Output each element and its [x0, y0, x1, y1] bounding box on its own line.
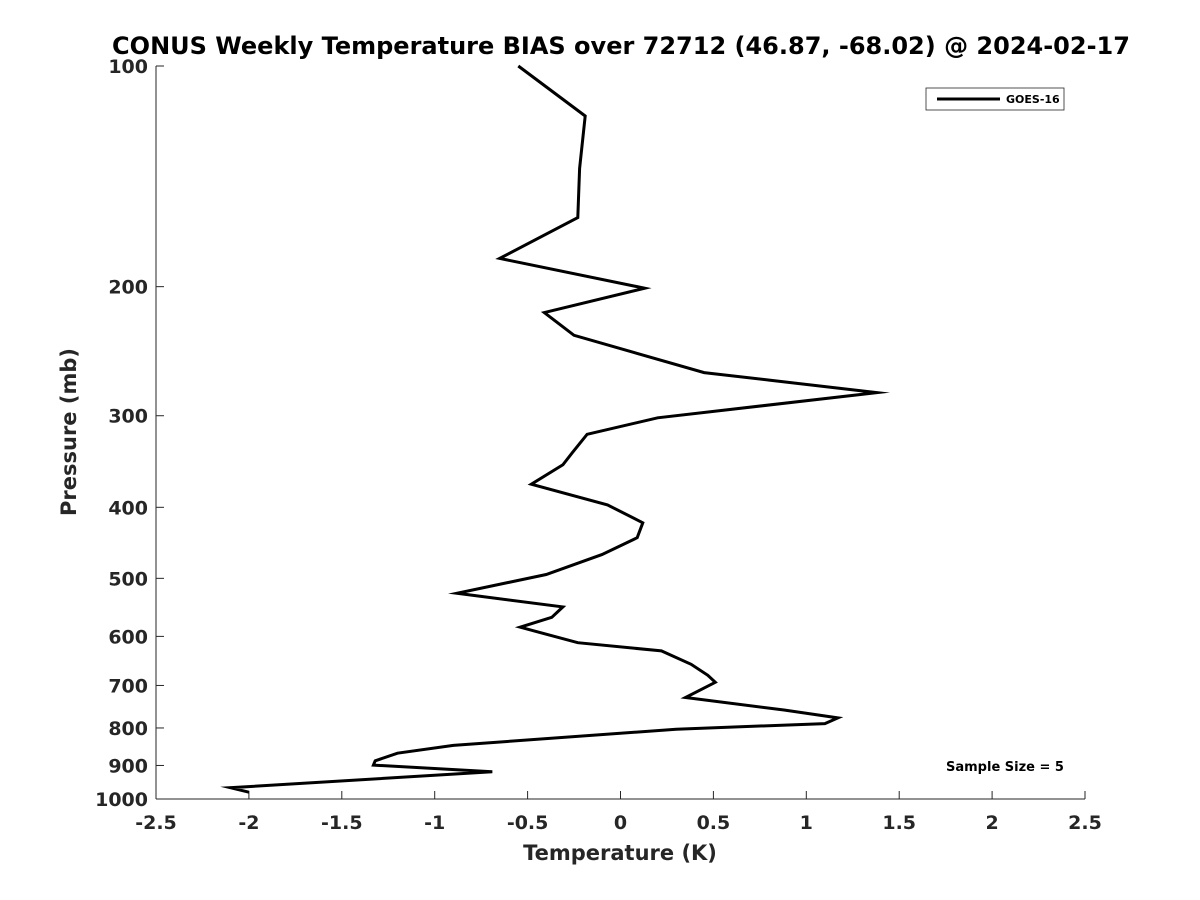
y-tick-label: 300 [108, 406, 148, 428]
legend-entry-goes-16: GOES-16 [1006, 93, 1060, 106]
series-layer [220, 64, 890, 794]
x-tick-label: -1.5 [321, 812, 363, 834]
y-tick-label: 500 [108, 568, 148, 590]
y-axis-label: Pressure (mb) [57, 348, 81, 516]
series-line-goes-16 [220, 64, 890, 794]
y-tick-label: 200 [108, 277, 148, 299]
y-tick-label: 400 [108, 497, 148, 519]
x-tick-label: 1 [800, 812, 813, 834]
x-tick-label: 1.5 [882, 812, 916, 834]
x-tick-label: 2 [985, 812, 998, 834]
y-tick-label: 1000 [95, 789, 148, 811]
x-axis-label: Temperature (K) [523, 841, 717, 865]
y-tick-label: 900 [108, 755, 148, 777]
x-tick-label: 2.5 [1068, 812, 1102, 834]
y-tick-label: 800 [108, 718, 148, 740]
sample-size-annotation: Sample Size = 5 [946, 760, 1064, 775]
x-tick-label: -1 [424, 812, 445, 834]
y-tick-label: 100 [108, 56, 148, 78]
x-tick-label: -2.5 [135, 812, 177, 834]
x-tick-label: 0 [614, 812, 627, 834]
x-tick-label: -2 [238, 812, 259, 834]
y-tick-label: 600 [108, 626, 148, 648]
y-tick-label: 700 [108, 675, 148, 697]
chart-title: CONUS Weekly Temperature BIAS over 72712… [112, 32, 1130, 60]
y-ticks: 100 200 300 400 500 600 700 800 900 1000 [95, 56, 164, 811]
legend: GOES-16 [925, 87, 1065, 111]
x-tick-label: -0.5 [507, 812, 549, 834]
x-tick-label: 0.5 [697, 812, 731, 834]
x-ticks: -2.5 -2 -1.5 -1 -0.5 0 0.5 1 1.5 2 2.5 [135, 791, 1102, 834]
